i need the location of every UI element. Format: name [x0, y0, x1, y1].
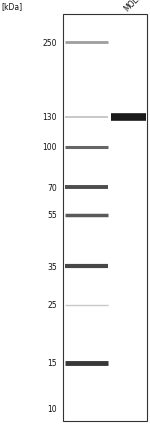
Bar	[63, 15, 147, 421]
Text: [kDa]: [kDa]	[2, 2, 23, 11]
Text: 55: 55	[47, 211, 57, 220]
Text: 130: 130	[42, 113, 57, 122]
Text: 100: 100	[42, 143, 57, 152]
Text: 15: 15	[47, 358, 57, 368]
Text: 10: 10	[47, 404, 57, 414]
Text: 250: 250	[42, 39, 57, 48]
Text: 35: 35	[47, 262, 57, 271]
Text: 70: 70	[47, 184, 57, 192]
Text: 25: 25	[47, 300, 57, 309]
Text: MOLT-4: MOLT-4	[122, 0, 147, 13]
